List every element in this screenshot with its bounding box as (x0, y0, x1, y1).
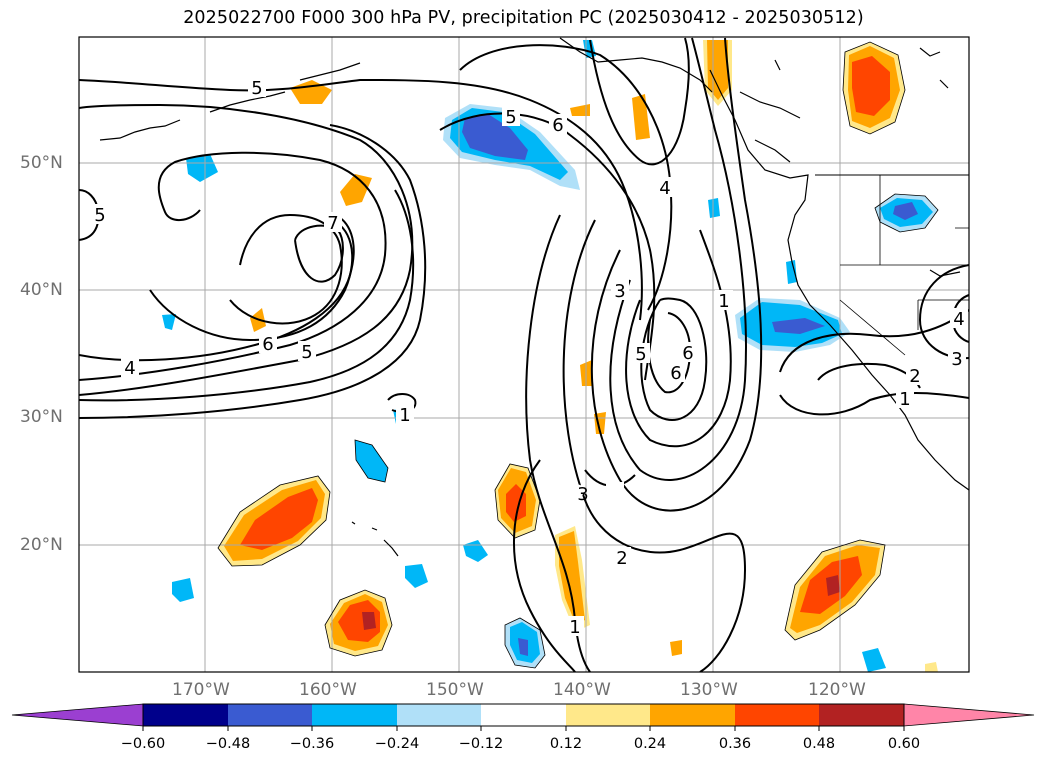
colorbar-segment (397, 704, 481, 726)
colorbar-upper-extension (903, 703, 1035, 727)
contour-label: 4 (953, 309, 964, 330)
contour-label: 6 (670, 363, 681, 384)
colorbar-tick-label: 0.60 (887, 736, 921, 752)
contour-label: 5 (94, 205, 105, 226)
colorbar-tick-label: 0.36 (718, 736, 752, 752)
contour-label: 3 (577, 484, 588, 505)
colorbar-segment (819, 704, 904, 726)
gridlines (79, 37, 969, 672)
contour-label: 5 (301, 342, 312, 363)
negative-anomaly-blob (186, 154, 218, 182)
contour-label: 1 (399, 405, 410, 426)
contour-label: 4 (124, 358, 135, 379)
contour-label: 5 (505, 107, 516, 128)
positive-anomaly-blob (340, 174, 372, 206)
anomaly-outlines (217, 41, 939, 669)
lon-label: 140°W (553, 680, 611, 700)
colorbar-tick-label: 0.48 (802, 736, 836, 752)
negative-anomaly-blob (862, 648, 886, 672)
contour-label: 6 (262, 334, 273, 355)
contour-label: 5 (251, 78, 262, 99)
lon-label: 150°W (426, 680, 484, 700)
colorbar-segment (312, 704, 397, 726)
negative-anomaly-blob (162, 314, 176, 330)
positive-anomaly-blob (670, 640, 682, 656)
positive-anomaly-blob (843, 42, 905, 134)
negative-anomaly-blob (463, 540, 488, 562)
contour-label: 3 (614, 281, 625, 302)
colorbar (11, 703, 1035, 731)
contour-label: 2 (616, 548, 627, 569)
map-frame (78, 36, 970, 673)
positive-anomaly-blob (925, 662, 938, 672)
positive-anomaly-blob (218, 476, 330, 566)
negative-anomaly-blob (875, 194, 938, 232)
contour-label: 1 (569, 617, 580, 638)
contour-label: 2 (909, 366, 920, 387)
contour-label: 6 (682, 343, 693, 364)
colorbar-segment (735, 704, 819, 726)
negative-anomaly-blob (443, 104, 580, 190)
colorbar-segment (481, 704, 566, 726)
positive-anomaly-blob (325, 590, 392, 656)
contour-label: 7 (327, 213, 338, 234)
contour-label: 6 (552, 115, 563, 136)
lon-label: 170°W (172, 680, 230, 700)
colorbar-segment (143, 704, 228, 726)
lat-label: 40°N (20, 280, 63, 300)
positive-anomaly-blob (495, 464, 540, 538)
contour-label-group: 5 6 7 5 4 6 5 1 5 6 4 3 5 6 1 4 3 2 1 (91, 77, 968, 638)
colorbar-tick-label: −0.12 (458, 736, 504, 752)
lon-label: 120°W (808, 680, 866, 700)
negative-anomaly-blob (355, 440, 388, 482)
contour-label: 4 (659, 178, 670, 199)
contour-label: 1 (899, 389, 910, 410)
negative-anomaly-blob (786, 260, 797, 284)
contour-label: 1 (718, 291, 729, 312)
positive-anomaly-blob (570, 104, 590, 116)
negative-anomaly-blob (405, 564, 428, 588)
coastlines (99, 37, 969, 557)
lon-label: 160°W (299, 680, 357, 700)
colorbar-segment (650, 704, 735, 726)
colorbar-tick-label: −0.48 (205, 736, 251, 752)
positive-anomaly-blob (290, 80, 332, 104)
lat-label: 30°N (20, 407, 63, 427)
colorbar-tick-label: −0.36 (289, 736, 335, 752)
map-title: 2025022700 F000 300 hPa PV, precipitatio… (183, 8, 864, 28)
positive-anomaly-blob (555, 526, 590, 632)
lon-label: 130°W (680, 680, 738, 700)
precipitation-shading (162, 40, 938, 672)
negative-anomaly-blob (735, 298, 850, 352)
negative-anomaly-blob (708, 198, 720, 218)
positive-anomaly-blob (785, 540, 885, 640)
negative-anomaly-blob (172, 578, 194, 602)
contour-label: 5 (635, 344, 646, 365)
lat-label: 50°N (20, 153, 63, 173)
contour-label: 3 (951, 349, 962, 370)
colorbar-segment (566, 704, 650, 726)
lat-label: 20°N (20, 535, 63, 555)
positive-anomaly-blob (632, 94, 650, 140)
colorbar-tick-label: −0.60 (120, 736, 166, 752)
colorbar-tick-label: −0.24 (374, 736, 420, 752)
colorbar-segment (228, 704, 312, 726)
colorbar-lower-extension (11, 703, 144, 727)
colorbar-tick-label: 0.12 (549, 736, 583, 752)
negative-anomaly-blob (505, 618, 545, 668)
colorbar-tick-label: 0.24 (633, 736, 667, 752)
